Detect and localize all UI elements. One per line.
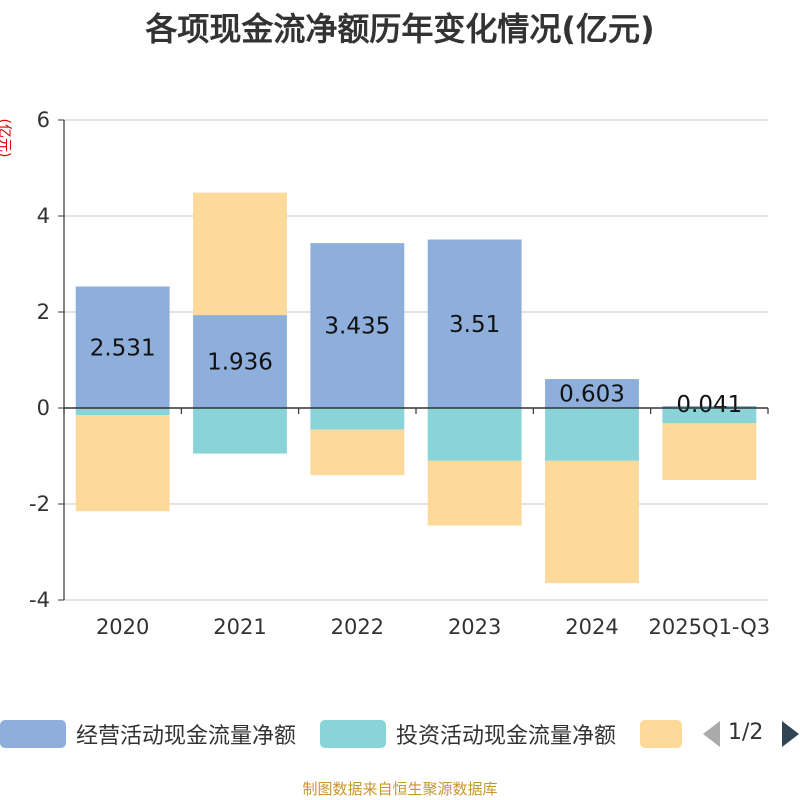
bar-series1-2021 — [193, 315, 287, 408]
bar-series3-2023 — [427, 460, 522, 526]
legend-page-indicator: 1/2 — [728, 720, 764, 745]
x-tick-label-2024: 2024 — [565, 615, 618, 639]
data-label-2024: 0.603 — [559, 382, 625, 408]
legend-item-operating[interactable]: 经营活动现金流量净额 — [0, 714, 296, 754]
y-tick-label-5: 6 — [37, 108, 50, 132]
bar-series2-2025Q1-Q3 — [662, 408, 757, 424]
y-tick-label-3: 2 — [37, 300, 50, 324]
bar-series3-2022 — [310, 429, 405, 476]
data-label-2025Q1-Q3: 0.041 — [676, 392, 742, 418]
legend-swatch-third — [640, 720, 682, 748]
data-source-note: 制图数据来自恒生聚源数据库 — [302, 780, 498, 798]
x-tick-label-2025Q1-Q3: 2025Q1-Q3 — [649, 615, 771, 639]
data-label-2020: 2.531 — [90, 335, 156, 361]
x-tick-label-2020: 2020 — [96, 615, 149, 639]
bar-series3-2020 — [75, 415, 170, 512]
bar-series1-2025Q1-Q3 — [662, 406, 757, 408]
legend-next-page-icon[interactable] — [782, 721, 799, 747]
bar-series1-2020 — [75, 286, 170, 408]
x-tick-label-2021: 2021 — [213, 615, 266, 639]
chart-plot: -4 -2 0 2 4 6 2.531 2020 1.936 2021 3.435 2022 3.51 2… — [29, 108, 771, 639]
bar-series3-2021 — [193, 192, 287, 316]
bar-series2-2021 — [193, 408, 287, 454]
y-tick-label-4: 4 — [37, 204, 50, 228]
bar-series1-2022 — [310, 243, 405, 408]
legend: 经营活动现金流量净额 投资活动现金流量净额 1/2 — [0, 714, 800, 754]
legend-prev-page-icon[interactable] — [703, 721, 720, 747]
y-tick-label-2: 0 — [37, 396, 50, 420]
bar-series3-2024 — [545, 460, 639, 584]
y-tick-label-0: -4 — [29, 588, 50, 612]
x-tick-label-2022: 2022 — [331, 615, 384, 639]
data-label-2022: 3.435 — [324, 314, 390, 340]
legend-swatch-investing — [320, 720, 386, 748]
bar-series2-2022 — [310, 408, 405, 430]
bar-series2-2024 — [545, 408, 639, 461]
bar-series2-2023 — [427, 408, 522, 461]
legend-swatch-operating — [0, 720, 66, 748]
y-tick-label-1: -2 — [29, 492, 50, 516]
bar-series3-2025Q1-Q3 — [662, 423, 757, 480]
data-label-2021: 1.936 — [207, 350, 273, 376]
legend-label-investing: 投资活动现金流量净额 — [396, 724, 617, 749]
legend-label-operating: 经营活动现金流量净额 — [76, 724, 297, 749]
chart-title: 各项现金流净额历年变化情况(亿元) — [145, 10, 655, 48]
bar-series1-2023 — [427, 239, 522, 408]
x-tick-label-2023: 2023 — [448, 615, 501, 639]
data-label-2023: 3.51 — [449, 312, 500, 338]
legend-item-investing[interactable]: 投资活动现金流量净额 — [320, 714, 616, 754]
bar-series2-2020 — [75, 408, 170, 416]
bar-series1-2024 — [545, 379, 639, 408]
legend-item-third[interactable] — [640, 714, 692, 754]
